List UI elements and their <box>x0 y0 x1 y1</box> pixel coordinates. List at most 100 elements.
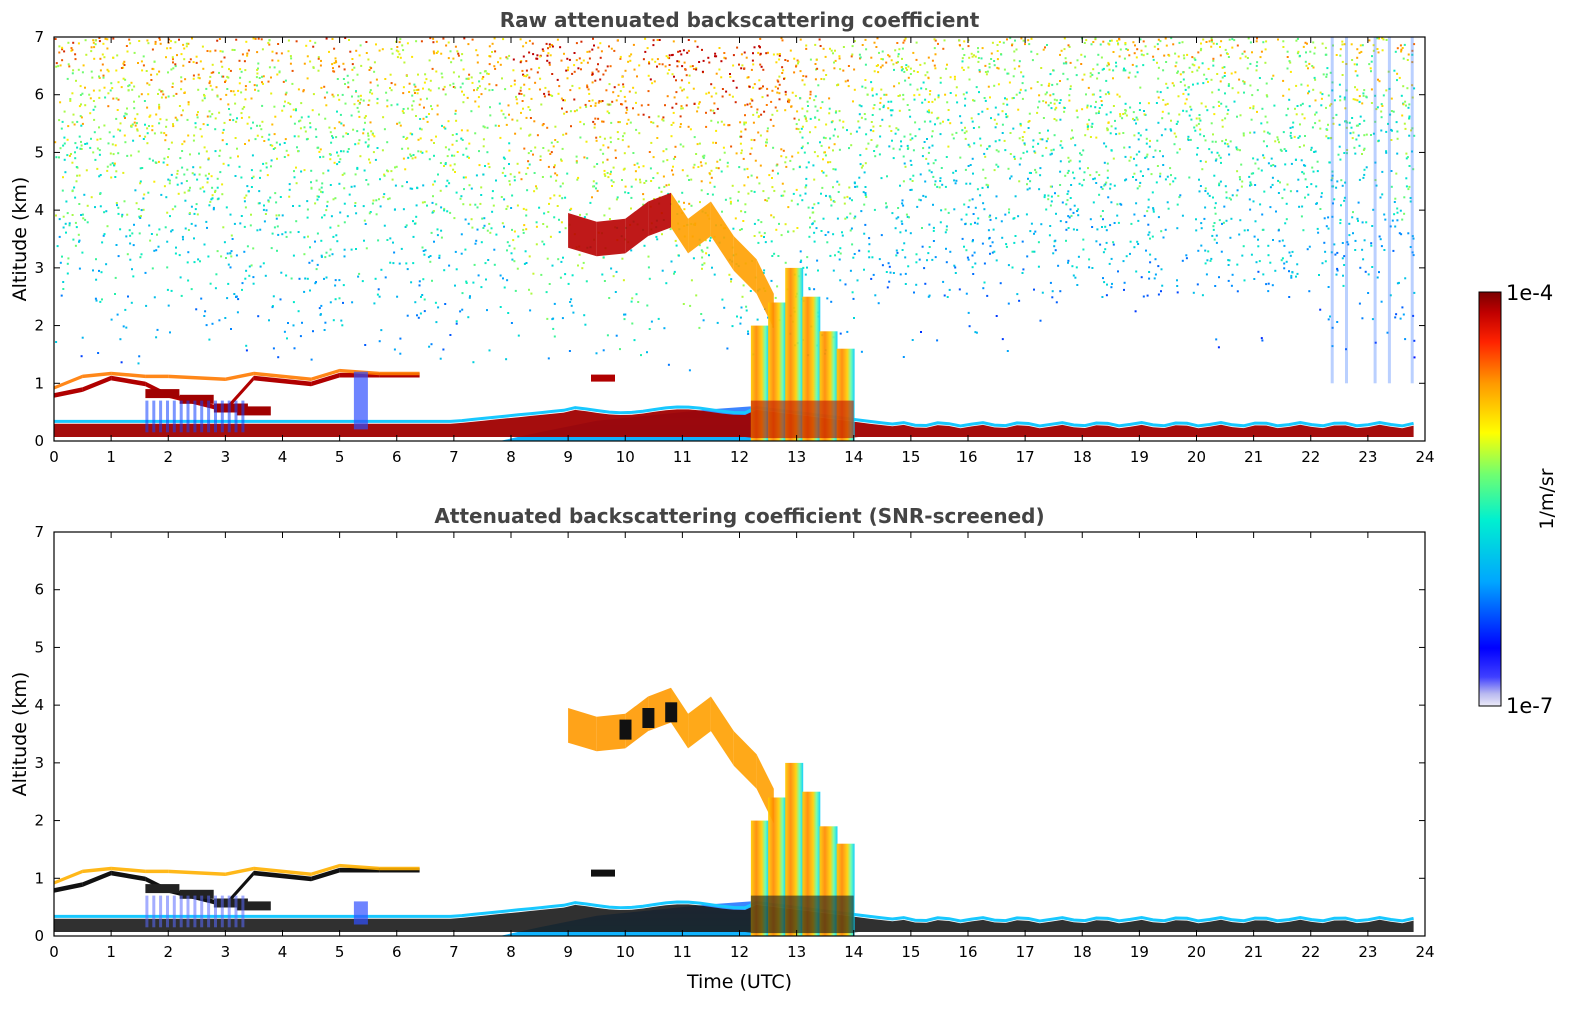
low-cloud-segment <box>54 387 83 398</box>
mid-cloud-segment <box>688 696 711 749</box>
low-cloud-segment <box>54 869 83 885</box>
x-tick-label: 21 <box>1244 448 1263 466</box>
raw-y-ticks: 0 1 2 3 4 5 6 7 <box>34 28 1425 450</box>
raw-panel-plot-area <box>54 37 1416 441</box>
x-tick-label: 10 <box>616 943 635 961</box>
mid-cloud-segment <box>568 213 597 257</box>
low-cloud-segment <box>82 866 112 874</box>
small-cloud <box>591 869 615 877</box>
x-tick-label: 20 <box>1187 943 1206 961</box>
rain-streak <box>145 895 149 928</box>
low-cloud-segment <box>111 870 146 882</box>
x-tick-label: 8 <box>506 448 516 466</box>
y-tick-label: 2 <box>34 317 44 335</box>
x-tick-label: 8 <box>506 943 516 961</box>
x-tick-label: 5 <box>335 448 345 466</box>
y-tick-label: 6 <box>34 581 44 599</box>
mid-cloud-segment <box>671 192 689 254</box>
low-cloud-segment <box>225 866 254 876</box>
x-tick-label: 5 <box>335 943 345 961</box>
y-tick-label: 0 <box>34 927 44 945</box>
y-tick-label: 1 <box>34 374 44 392</box>
low-cloud-segment <box>213 898 248 908</box>
low-cloud-segment <box>54 374 83 390</box>
low-cloud-segment <box>54 882 83 893</box>
x-tick-label: 15 <box>901 448 920 466</box>
mid-cloud-core <box>619 719 632 740</box>
low-cloud-segment <box>379 866 420 871</box>
low-cloud-segment <box>111 375 146 387</box>
y-tick-label: 5 <box>34 143 44 161</box>
mid-cloud-segment <box>710 201 734 271</box>
boundary-layer-top <box>54 900 1414 923</box>
low-cloud-segment <box>179 889 214 899</box>
rain-streak <box>145 400 149 433</box>
x-tick-label: 13 <box>787 943 806 961</box>
screened-panel-title: Attenuated backscattering coefficient (S… <box>434 504 1044 528</box>
x-tick-label: 12 <box>730 943 749 961</box>
rain-streak <box>186 895 190 928</box>
x-tick-label: 0 <box>49 448 59 466</box>
raw-feature-layer <box>54 37 1414 441</box>
low-cloud-segment <box>145 869 169 874</box>
rain-streak <box>207 895 211 928</box>
x-tick-label: 24 <box>1415 943 1434 961</box>
mid-cloud-segment <box>625 201 649 254</box>
x-tick-label: 16 <box>958 448 977 466</box>
low-cloud-segment <box>82 375 112 392</box>
low-cloud-segment <box>145 389 180 399</box>
x-tick-label: 11 <box>673 448 692 466</box>
low-cloud-segment <box>339 863 380 871</box>
x-tick-label: 9 <box>563 943 573 961</box>
low-cloud-segment <box>253 870 312 882</box>
noise-streak <box>1373 37 1377 384</box>
low-cloud-segment <box>236 406 271 416</box>
y-tick-label: 4 <box>34 201 44 219</box>
x-tick-label: 4 <box>278 943 288 961</box>
low-cloud-segment <box>225 375 254 413</box>
small-cloud <box>591 374 615 382</box>
screened-panel: Attenuated backscattering coefficient (S… <box>9 504 1435 993</box>
screened-feature-layer <box>54 687 1414 936</box>
y-tick-label: 0 <box>34 432 44 450</box>
screened-x-axis-label: Time (UTC) <box>686 971 792 993</box>
x-tick-label: 16 <box>958 943 977 961</box>
rain-streak <box>159 400 163 433</box>
rain-streak <box>241 400 245 433</box>
x-tick-label: 0 <box>49 943 59 961</box>
rain-streak <box>220 895 224 928</box>
rain-streak <box>179 895 183 928</box>
low-cloud-segment <box>311 372 340 387</box>
noise-streak <box>1410 37 1414 384</box>
x-tick-label: 24 <box>1415 448 1434 466</box>
low-cloud-segment <box>82 870 112 887</box>
x-tick-label: 12 <box>730 448 749 466</box>
x-tick-label: 22 <box>1301 943 1320 961</box>
mid-cloud-segment <box>596 218 626 257</box>
low-cloud-segment <box>225 870 254 908</box>
colorbar-gradient <box>1478 291 1502 707</box>
low-cloud-segment <box>225 371 254 381</box>
colorbar-max-label: 1e-4 <box>1506 281 1553 305</box>
x-tick-label: 10 <box>616 448 635 466</box>
low-cloud-segment <box>253 371 312 381</box>
screened-y-axis-label: Altitude (km) <box>9 672 31 797</box>
x-tick-label: 19 <box>1130 448 1149 466</box>
low-cloud-segment <box>179 394 214 404</box>
screened-y-ticks: 0 1 2 3 4 5 6 7 <box>34 523 1425 945</box>
low-cloud-segment <box>82 371 112 379</box>
x-tick-label: 20 <box>1187 448 1206 466</box>
raw-x-ticks: 0 1 2 3 4 5 6 7 8 9 10 11 12 13 14 15 16 17 18 19 20 21 22 23 24 <box>49 37 1435 466</box>
low-cloud-segment <box>253 375 312 387</box>
x-tick-label: 19 <box>1130 943 1149 961</box>
precipitation-base <box>750 400 854 439</box>
screened-panel-plot-area <box>54 687 1414 936</box>
rain-streak <box>166 895 169 928</box>
rain-streak <box>220 400 224 433</box>
rain-streak <box>193 400 197 433</box>
x-tick-label: 7 <box>449 448 459 466</box>
x-tick-label: 13 <box>787 448 806 466</box>
raw-noise-layer <box>54 37 1416 372</box>
